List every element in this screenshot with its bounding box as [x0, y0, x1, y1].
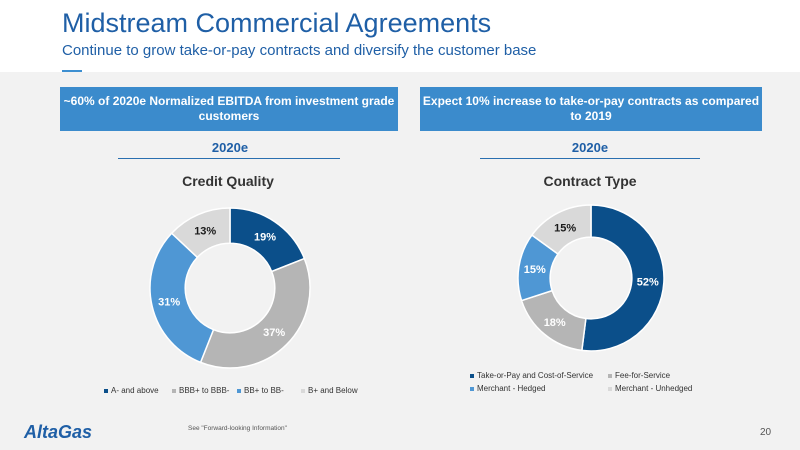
legend-item: Fee-for-Service	[608, 371, 670, 380]
donut-slice-3	[149, 232, 215, 364]
contract-type-donut: 52% 18% 15% 15%	[517, 204, 665, 352]
donut-slice-4	[170, 207, 231, 259]
right-callout-box: Expect 10% increase to take-or-pay contr…	[420, 87, 762, 131]
data-label: 37%	[263, 327, 285, 339]
data-label: 52%	[637, 277, 659, 289]
left-divider	[118, 158, 340, 159]
legend-swatch	[608, 373, 612, 378]
legend-swatch	[301, 388, 305, 393]
slide-header: Midstream Commercial Agreements Continue…	[0, 0, 800, 73]
legend-item: Merchant - Hedged	[470, 384, 545, 393]
chart-title-credit-quality: Credit Quality	[182, 173, 274, 189]
donut-slice-4	[530, 204, 592, 256]
legend-label: A- and above	[111, 386, 159, 395]
legend-label: B+ and Below	[308, 386, 358, 395]
chart-title-contract-type: Contract Type	[543, 173, 637, 189]
donut-slice-2	[199, 257, 311, 369]
right-year-label: 2020e	[571, 140, 609, 155]
data-label: 15%	[554, 222, 576, 234]
left-year-label: 2020e	[211, 140, 249, 155]
left-callout-box: ~60% of 2020e Normalized EBITDA from inv…	[60, 87, 398, 131]
data-label: 31%	[158, 297, 180, 309]
title-accent-bar	[62, 70, 82, 73]
legend-label: Merchant - Unhedged	[615, 384, 693, 393]
data-label: 19%	[254, 231, 276, 243]
slide-content: ~60% of 2020e Normalized EBITDA from inv…	[0, 72, 800, 412]
legend-label: Take-or-Pay and Cost-of-Service	[477, 371, 594, 380]
donut-slice-1	[581, 204, 665, 352]
legend-label: Fee-for-Service	[615, 371, 671, 380]
legend-swatch	[470, 373, 474, 378]
page-title: Midstream Commercial Agreements	[62, 8, 492, 38]
legend-label: Merchant - Hedged	[477, 384, 546, 393]
legend-label: BB+ to BB-	[244, 386, 284, 395]
legend-swatch	[470, 386, 474, 391]
legend-swatch	[172, 388, 176, 393]
legend-item: BB+ to BB-	[237, 386, 284, 395]
legend-swatch	[608, 386, 612, 391]
legend-label: BBB+ to BBB-	[179, 386, 230, 395]
legend-item: Take-or-Pay and Cost-of-Service	[470, 371, 593, 380]
legend-item: A- and above	[104, 386, 159, 395]
right-divider	[480, 158, 700, 159]
data-label: 18%	[544, 317, 566, 329]
company-logo: AltaGas	[24, 422, 93, 442]
slide-footer: AltaGas See "Forward-looking Information…	[0, 412, 800, 450]
forward-looking-note: See "Forward-looking Information"	[188, 425, 287, 432]
legend-swatch	[237, 388, 241, 393]
legend-item: B+ and Below	[301, 386, 358, 395]
legend-swatch	[104, 388, 108, 393]
data-label: 13%	[194, 226, 216, 238]
credit-quality-donut: 19% 37% 31% 13%	[149, 207, 311, 369]
page-number: 20	[760, 427, 772, 438]
legend-item: Merchant - Unhedged	[608, 384, 692, 393]
page-subtitle: Continue to grow take-or-pay contracts a…	[62, 42, 537, 59]
data-label: 15%	[524, 264, 546, 276]
legend-item: BBB+ to BBB-	[172, 386, 229, 395]
